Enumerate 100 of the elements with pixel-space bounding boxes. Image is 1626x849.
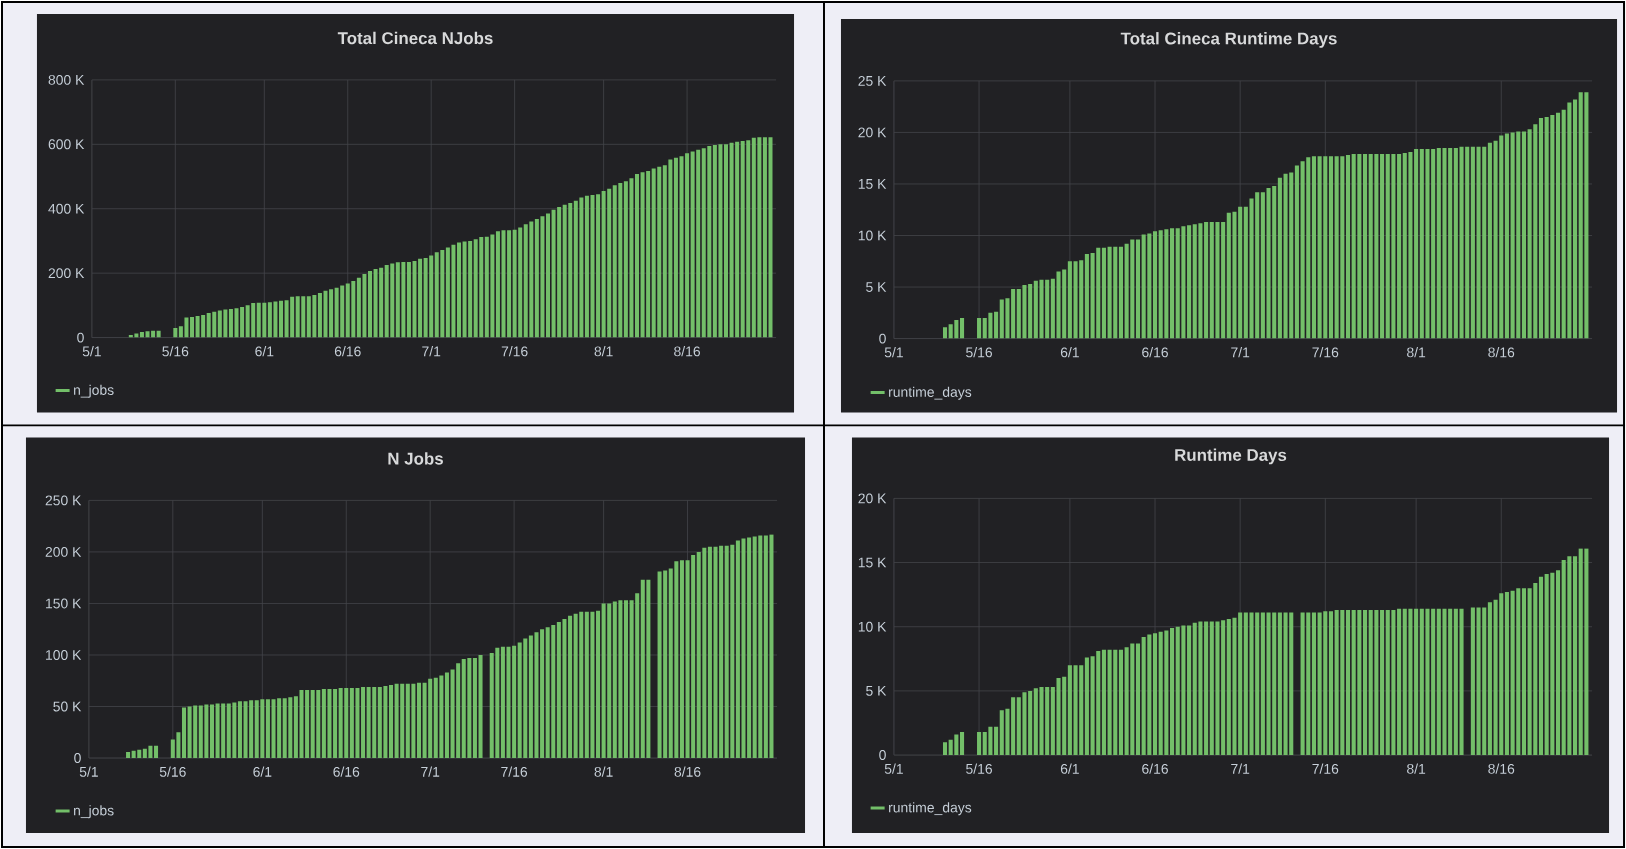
bar bbox=[1573, 99, 1578, 339]
bar bbox=[190, 316, 195, 338]
bar bbox=[472, 658, 477, 759]
x-tick-label: 5/16 bbox=[966, 763, 992, 774]
bar bbox=[1380, 154, 1385, 339]
legend-label: runtime_days bbox=[889, 802, 972, 816]
bar bbox=[1397, 608, 1402, 756]
y-tick-label: 25 K bbox=[858, 75, 887, 86]
bar bbox=[173, 327, 178, 338]
bar bbox=[1011, 289, 1016, 339]
bar bbox=[1328, 156, 1334, 339]
x-tick-label: 7/1 bbox=[1231, 763, 1250, 774]
y-tick-label: 600 K bbox=[48, 139, 85, 150]
bar bbox=[959, 317, 965, 339]
y-tick-label: 5 K bbox=[866, 282, 887, 292]
y-tick-label: 0 bbox=[879, 333, 886, 344]
bar bbox=[540, 629, 545, 759]
y-tick-label: 200 K bbox=[45, 546, 82, 557]
bar bbox=[1521, 588, 1527, 756]
y-tick-label: 250 K bbox=[45, 495, 82, 506]
y-tick-label: 20 K bbox=[858, 127, 887, 138]
bar bbox=[1067, 261, 1072, 339]
bar bbox=[1294, 165, 1299, 339]
x-tick-label: 8/1 bbox=[1407, 763, 1426, 774]
bar bbox=[1397, 154, 1402, 339]
bar bbox=[584, 195, 589, 338]
bar bbox=[1118, 649, 1124, 756]
legend-label: runtime_days bbox=[889, 386, 972, 400]
bar bbox=[1118, 246, 1124, 339]
bar bbox=[1345, 610, 1351, 756]
bar bbox=[368, 270, 373, 338]
bar bbox=[495, 231, 500, 338]
bar bbox=[1345, 155, 1351, 339]
bar bbox=[977, 731, 982, 756]
bar bbox=[1414, 148, 1419, 339]
bar bbox=[1170, 628, 1175, 756]
chart-title: Runtime Days bbox=[1175, 448, 1287, 465]
bar bbox=[457, 242, 462, 338]
y-tick-label: 15 K bbox=[858, 557, 887, 568]
bar bbox=[1067, 665, 1072, 756]
bar bbox=[1470, 607, 1475, 756]
y-tick-label: 0 bbox=[74, 753, 81, 764]
bar bbox=[265, 699, 270, 759]
bar bbox=[942, 327, 948, 339]
bar bbox=[406, 261, 411, 338]
bar bbox=[1470, 146, 1475, 339]
y-tick-label: 0 bbox=[77, 332, 84, 343]
bar bbox=[1170, 228, 1175, 339]
bar bbox=[279, 300, 284, 338]
y-tick-label: 5 K bbox=[866, 686, 887, 696]
bar bbox=[1555, 570, 1561, 756]
x-tick-label: 6/16 bbox=[333, 766, 360, 777]
x-tick-label: 5/1 bbox=[884, 763, 903, 774]
x-tick-label: 8/16 bbox=[1488, 347, 1515, 358]
bar bbox=[942, 742, 948, 756]
bar bbox=[994, 311, 999, 339]
bar bbox=[1152, 231, 1158, 339]
y-tick-label: 100 K bbox=[46, 650, 82, 660]
y-tick-label: 0 bbox=[879, 750, 886, 761]
bar bbox=[1311, 156, 1316, 339]
bar bbox=[568, 615, 573, 759]
bar bbox=[1487, 602, 1492, 756]
y-tick-label: 800 K bbox=[48, 74, 85, 85]
y-tick-label: 10 K bbox=[858, 621, 887, 632]
y-tick-label: 400 K bbox=[48, 203, 85, 214]
chart-title: Total Cineca Runtime Days bbox=[1120, 32, 1337, 48]
bar bbox=[389, 684, 394, 759]
bar bbox=[1277, 177, 1282, 339]
x-tick-label: 6/16 bbox=[1142, 763, 1168, 774]
x-tick-label: 5/16 bbox=[162, 346, 189, 357]
bar bbox=[1487, 142, 1492, 339]
bar bbox=[228, 308, 233, 338]
y-tick-label: 10 K bbox=[858, 230, 887, 241]
bar bbox=[444, 672, 449, 759]
x-tick-label: 7/1 bbox=[422, 346, 441, 357]
y-tick-label: 50 K bbox=[53, 701, 82, 712]
bar bbox=[237, 701, 242, 759]
bar bbox=[1135, 643, 1141, 756]
bar bbox=[154, 745, 159, 759]
y-tick-label: 200 K bbox=[48, 268, 85, 279]
bar bbox=[1328, 611, 1334, 756]
bar bbox=[623, 600, 629, 759]
legend-label: n_jobs bbox=[74, 384, 114, 398]
bar bbox=[679, 560, 684, 759]
bar bbox=[139, 332, 144, 338]
bar bbox=[1362, 610, 1368, 756]
bar bbox=[1362, 154, 1368, 339]
bar bbox=[1084, 254, 1089, 339]
bar bbox=[317, 293, 322, 338]
bar bbox=[724, 144, 728, 338]
x-tick-label: 5/16 bbox=[159, 766, 186, 777]
bar bbox=[707, 546, 712, 759]
bar bbox=[1380, 610, 1385, 756]
bar bbox=[126, 751, 131, 759]
bar bbox=[635, 173, 640, 338]
x-tick-label: 7/16 bbox=[501, 766, 528, 777]
bar bbox=[361, 686, 366, 759]
y-tick-label: 150 K bbox=[46, 598, 82, 609]
bar bbox=[209, 704, 214, 759]
chart-title: N Jobs bbox=[388, 452, 443, 465]
